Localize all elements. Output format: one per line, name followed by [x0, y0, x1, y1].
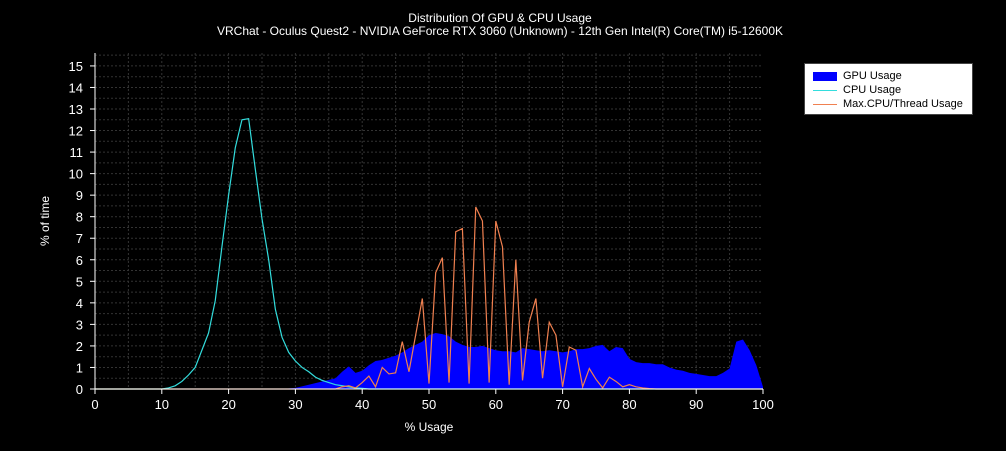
x-tick-label: 80 [622, 397, 636, 412]
x-tick-label: 40 [355, 397, 369, 412]
y-tick-label: 7 [76, 231, 83, 246]
y-tick-label: 10 [69, 167, 83, 182]
y-tick-label: 9 [76, 188, 83, 203]
y-tick-label: 3 [76, 317, 83, 332]
x-tick-label: 20 [221, 397, 235, 412]
y-tick-label: 6 [76, 253, 83, 268]
chart-subtitle: VRChat - Oculus Quest2 - NVIDIA GeForce … [217, 24, 783, 38]
legend-label-cpu: CPU Usage [843, 84, 902, 96]
tick-labels: 0 10 20 30 40 50 60 70 80 90 100012345678910111213… [69, 59, 774, 412]
x-tick-label: 0 [91, 397, 98, 412]
legend-swatch-cpu [813, 89, 837, 91]
legend-item-cpu: CPU Usage [813, 83, 901, 97]
legend-swatch-max-cpu [813, 103, 837, 105]
legend-label-max-cpu: Max.CPU/Thread Usage [843, 98, 963, 110]
axes [90, 53, 764, 394]
series-line-cpu-usage [95, 117, 763, 390]
x-tick-label: 100 [752, 397, 774, 412]
series-area-gpu-usage [95, 333, 763, 389]
y-tick-label: 14 [69, 80, 83, 95]
legend-swatch-gpu [813, 71, 837, 81]
y-tick-label: 13 [69, 102, 83, 117]
plot-area [95, 117, 763, 390]
y-tick-label: 5 [76, 274, 83, 289]
y-tick-label: 8 [76, 210, 83, 225]
chart-title: Distribution Of GPU & CPU Usage [408, 11, 592, 25]
y-axis-label: % of time [38, 196, 52, 246]
y-tick-label: 12 [69, 124, 83, 139]
y-tick-label: 0 [76, 382, 83, 397]
x-tick-label: 50 [422, 397, 436, 412]
x-tick-label: 70 [555, 397, 569, 412]
y-tick-label: 11 [70, 145, 84, 160]
legend: GPU Usage CPU Usage Max.CPU/Thread Usage [804, 63, 973, 115]
x-tick-label: 10 [155, 397, 169, 412]
x-tick-label: 90 [689, 397, 703, 412]
y-tick-label: 4 [76, 296, 83, 311]
y-tick-label: 1 [76, 360, 83, 375]
x-axis-label: % Usage [405, 420, 454, 434]
x-tick-label: 30 [288, 397, 302, 412]
y-tick-label: 2 [76, 339, 83, 354]
series-line-max-cpu-thread-usage [95, 206, 763, 390]
y-tick-label: 15 [69, 59, 83, 74]
legend-item-gpu: GPU Usage [813, 69, 902, 83]
x-tick-label: 60 [489, 397, 503, 412]
legend-item-max-cpu: Max.CPU/Thread Usage [813, 97, 963, 111]
legend-label-gpu: GPU Usage [843, 70, 902, 82]
